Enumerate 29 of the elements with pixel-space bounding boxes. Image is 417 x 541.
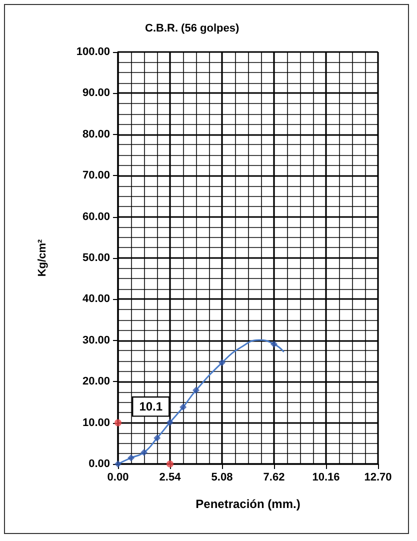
y-tick-label: 90.00 (82, 87, 110, 100)
point (270, 340, 278, 348)
y-tick-label: 0.00 (88, 458, 110, 470)
point (128, 454, 135, 462)
point (180, 404, 187, 411)
x-tick-label: 5.08 (211, 472, 233, 484)
y-tick-label: 50.00 (82, 252, 110, 264)
x-tick-label: 2.54 (159, 472, 182, 484)
y-tick-label: 10.00 (82, 416, 110, 429)
x-tick-label: 7.62 (263, 472, 285, 484)
point (218, 359, 226, 366)
y-tick-label: 70.00 (82, 170, 110, 182)
point (166, 418, 174, 426)
y-tick-label: 20.00 (82, 376, 110, 388)
x-axis-title: Penetración (mm.) (196, 497, 300, 511)
y-tick-label: 80.00 (82, 128, 110, 140)
y-tick-label: 100.00 (76, 46, 110, 58)
chart-title: C.B.R. (56 golpes) (145, 22, 240, 34)
point (192, 386, 200, 394)
y-tick-label: 30.00 (82, 334, 110, 346)
point (154, 434, 161, 442)
x-tick-label: 12.70 (364, 472, 392, 484)
y-tick-label: 60.00 (82, 210, 110, 223)
y-axis-title: Kg/cm² (36, 239, 48, 277)
x-tick-label: 0.00 (107, 472, 129, 484)
y-tick-label: 40.00 (82, 293, 110, 306)
x-tick-label: 10.16 (312, 472, 340, 484)
annotation: 10.1 (139, 400, 163, 414)
point (140, 448, 148, 456)
